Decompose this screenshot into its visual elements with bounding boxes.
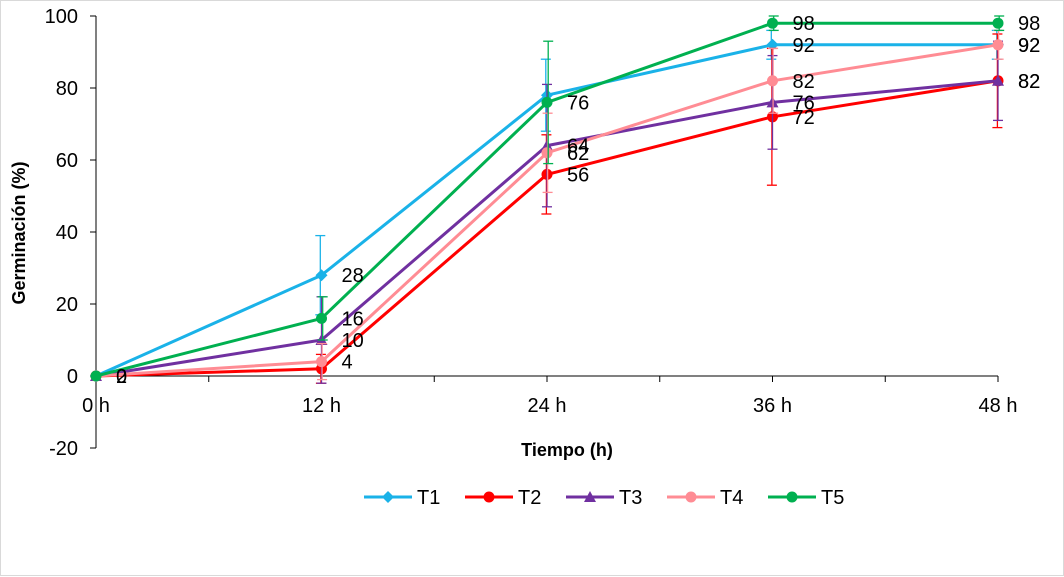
data-point-triangle xyxy=(992,74,1004,86)
data-label: 98 xyxy=(1018,13,1040,35)
data-point-diamond xyxy=(382,491,394,503)
data-point-circle xyxy=(786,491,798,503)
x-tick-label: 0 h xyxy=(82,395,110,417)
y-tick-label: 0 xyxy=(67,366,78,388)
legend: T1 T2 T3 T4 T5 xyxy=(364,487,844,509)
data-label: 10 xyxy=(342,330,364,352)
data-point-circle xyxy=(316,312,327,324)
data-label: 62 xyxy=(567,143,589,165)
y-tick-label: -20 xyxy=(49,438,78,460)
x-axis-title: Tiempo (h) xyxy=(521,440,613,460)
data-point-circle xyxy=(316,356,327,368)
data-point-circle xyxy=(992,17,1004,29)
legend-item-t1: T1 xyxy=(364,487,440,509)
data-point-circle xyxy=(767,17,778,29)
y-tick-label: 100 xyxy=(45,6,78,28)
data-point-circle xyxy=(90,370,102,382)
y-tick-label: 80 xyxy=(56,78,78,100)
data-point-circle xyxy=(541,96,553,108)
data-label: 4 xyxy=(342,352,353,374)
series-t5 xyxy=(90,15,1005,382)
data-point-circle xyxy=(767,75,778,87)
data-label: 92 xyxy=(1018,35,1040,57)
data-label: 0 xyxy=(116,366,127,388)
data-label: 92 xyxy=(1018,35,1040,57)
data-label: 64 xyxy=(567,136,589,158)
legend-label: T3 xyxy=(619,487,642,509)
x-tick-label: 36 h xyxy=(753,395,792,417)
legend-item-t4: T4 xyxy=(667,487,743,509)
legend-item-t3: T3 xyxy=(566,487,642,509)
data-label: 92 xyxy=(793,35,815,57)
data-label: 16 xyxy=(342,308,364,330)
legend-label: T5 xyxy=(821,487,844,509)
data-point-circle xyxy=(992,39,1004,51)
series-layer xyxy=(90,15,1005,384)
legend-item-t5: T5 xyxy=(768,487,844,509)
data-point-circle xyxy=(685,491,697,503)
data-point-circle xyxy=(541,147,553,159)
legend-label: T1 xyxy=(417,487,440,509)
legend-item-t2: T2 xyxy=(465,487,541,509)
data-label: 82 xyxy=(1018,71,1040,93)
data-label: 56 xyxy=(567,164,589,186)
legend-label: T2 xyxy=(518,487,541,509)
data-label: 28 xyxy=(342,265,364,287)
y-tick-label: 20 xyxy=(56,294,78,316)
data-point-diamond xyxy=(315,269,328,282)
data-point-circle xyxy=(483,491,495,503)
x-tick-label: 12 h xyxy=(302,395,341,417)
x-tick-label: 24 h xyxy=(528,395,567,417)
data-label: 82 xyxy=(793,71,815,93)
data-label: 72 xyxy=(793,107,815,129)
data-label: 2 xyxy=(116,366,127,388)
data-label: 82 xyxy=(1018,71,1040,93)
data-point-triangle xyxy=(584,491,596,502)
data-label: 76 xyxy=(567,92,589,114)
data-label: 76 xyxy=(793,92,815,114)
data-label: 98 xyxy=(793,13,815,35)
x-tick-label: 48 h xyxy=(979,395,1018,417)
y-tick-label: 40 xyxy=(56,222,78,244)
y-axis-title: Germinación (%) xyxy=(9,161,29,304)
legend-label: T4 xyxy=(720,487,743,509)
y-tick-label: 60 xyxy=(56,150,78,172)
